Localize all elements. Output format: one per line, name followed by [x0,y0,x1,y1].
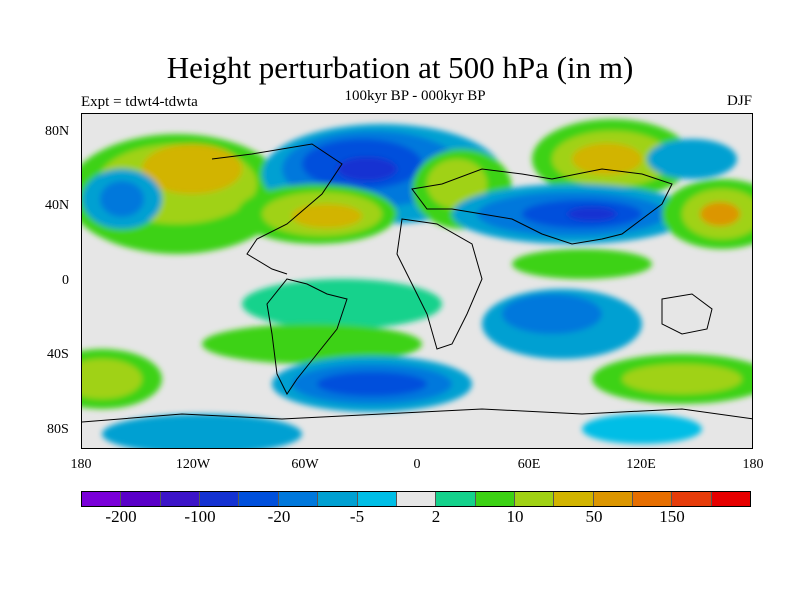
colorbar-swatch [593,492,634,506]
y-tick-80n: 80N [45,124,70,139]
coastlines [82,143,752,423]
y-tick-0: 0 [62,273,69,288]
season-label: DJF [726,93,752,109]
colorbar-label: -20 [267,507,291,526]
colorbar-label: -5 [349,507,365,526]
y-tick-40n: 40N [45,198,70,213]
colorbar-swatch [514,492,555,506]
height-field [82,119,752,448]
colorbar-swatch [82,492,122,506]
x-tick-120w: 120W [175,457,211,472]
x-tick-0: 0 [413,457,421,472]
colorbar-label: 150 [659,507,685,526]
colorbar-swatch [711,492,751,506]
x-tick-180w: 180 [70,457,92,472]
chart-title: Height perturbation at 500 hPa (in m) [166,50,634,85]
colorbar-swatch [239,492,279,506]
colorbar-label: 10 [506,507,524,526]
colorbar-label: 2 [431,507,441,526]
colorbar-label: -200 [105,507,137,526]
colorbar-swatch [278,492,319,506]
x-tick-180e: 180 [742,457,764,472]
colorbar-swatch [672,492,712,506]
colorbar-swatch [200,492,240,506]
chart-subtitle: 100kyr BP - 000kyr BP [344,88,486,104]
colorbar-swatch [121,492,161,506]
x-tick-60w: 60W [291,457,319,472]
x-tick-60e: 60E [517,457,541,472]
x-tick-120e: 120E [626,457,656,472]
y-tick-40s: 40S [47,347,69,362]
colorbar-swatch [396,492,437,506]
y-tick-80s: 80S [47,422,69,437]
colorbar-swatch [318,492,358,506]
colorbar-swatch [633,492,673,506]
colorbar-swatch [357,492,397,506]
colorbar-swatch [554,492,594,506]
colorbar-swatch [475,492,515,506]
colorbar-swatch [160,492,201,506]
colorbar-label: 50 [585,507,603,526]
colorbar [81,491,751,507]
colorbar-swatch [436,492,476,506]
experiment-label: Expt = tdwt4-tdwta [81,94,198,110]
map-plot-area [81,113,753,449]
colorbar-label: -100 [184,507,216,526]
